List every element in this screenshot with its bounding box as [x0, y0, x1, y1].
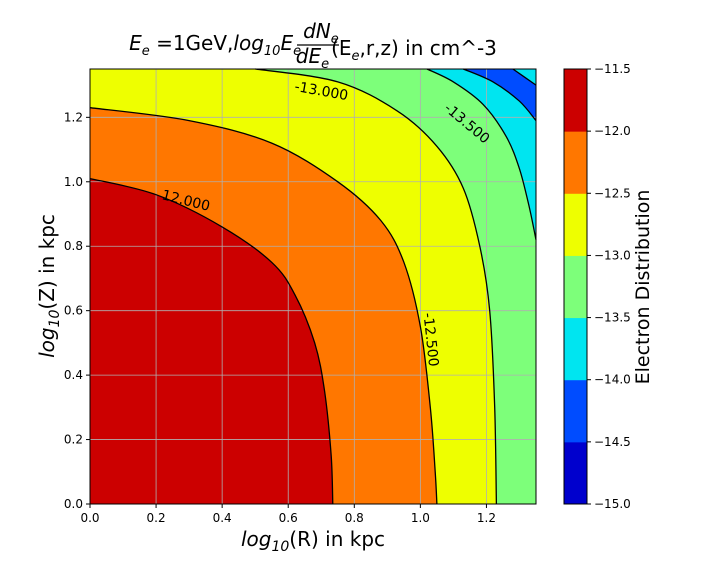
y-tick-label: 0.6 [64, 304, 83, 318]
y-tick-label: 0.8 [64, 239, 83, 253]
x-tick-label: 0.4 [213, 511, 232, 525]
y-axis-title: log10(Z) in kpc [35, 214, 63, 358]
contour-line [89, 107, 438, 505]
colorbar-tick-label: −13.5 [594, 311, 631, 325]
contour-line [512, 68, 537, 86]
colorbar-swatch [564, 69, 587, 132]
y-tick-label: 0.4 [64, 368, 83, 382]
x-tick-label: 0.6 [279, 511, 298, 525]
colorbar-swatch [564, 193, 587, 256]
colorbar-tick-label: −11.5 [594, 62, 631, 76]
colorbar-swatch [564, 131, 587, 194]
x-tick-label: 1.0 [411, 511, 430, 525]
contour-line [426, 68, 537, 240]
plot-area: 12.000-12.500-13.000-13.500 [89, 68, 537, 505]
contour-line [463, 68, 537, 122]
x-axis-title: log10(R) in kpc [241, 527, 385, 555]
x-tick-label: 1.2 [477, 511, 496, 525]
x-tick-label: 0.2 [147, 511, 166, 525]
colorbar-swatch [564, 379, 587, 443]
colorbar: −15.0 −14.5 −14.0 −13.5 −13.0 −12.5 −12.0 −11.5 [563, 62, 631, 511]
colorbar-frame [563, 68, 588, 505]
contour-fill-region [90, 178, 333, 504]
contour-lines [89, 68, 537, 505]
y-tick-label: 1.0 [64, 175, 83, 189]
y-axis-ticks: 0.0 0.2 0.4 0.6 0.8 1.0 1.2 [64, 110, 90, 511]
plot-frame [89, 68, 537, 505]
colorbar-tick-label: −12.0 [594, 124, 631, 138]
contour-label: -12.500 [420, 312, 442, 367]
y-tick-label: 1.2 [64, 110, 83, 124]
colorbar-tick-label: −13.0 [594, 248, 631, 262]
x-tick-label: 0.0 [80, 511, 99, 525]
colorbar-swatch [564, 441, 587, 505]
y-tick-label: 0.2 [64, 433, 83, 447]
colorbar-tick-label: −12.5 [594, 186, 631, 200]
colorbar-label: Electron Distribution [632, 190, 654, 385]
x-tick-label: 0.8 [345, 511, 364, 525]
colorbar-tick-label: −15.0 [594, 497, 631, 511]
filled-regions [90, 69, 536, 504]
contour-line [89, 177, 334, 505]
chart-title: Ee =1GeV,log10EedNe dEe(Ee,r,z) in cm^-3 [129, 19, 497, 72]
colorbar-tick-label: −14.5 [594, 435, 631, 449]
colorbar-swatch [564, 317, 587, 381]
colorbar-tick-label: −14.0 [594, 373, 631, 387]
y-tick-label: 0.0 [64, 497, 83, 511]
colorbar-swatch [564, 255, 587, 319]
contour-line [255, 68, 498, 505]
x-axis-ticks: 0.0 0.2 0.4 0.6 0.8 1.0 1.2 [80, 504, 496, 525]
